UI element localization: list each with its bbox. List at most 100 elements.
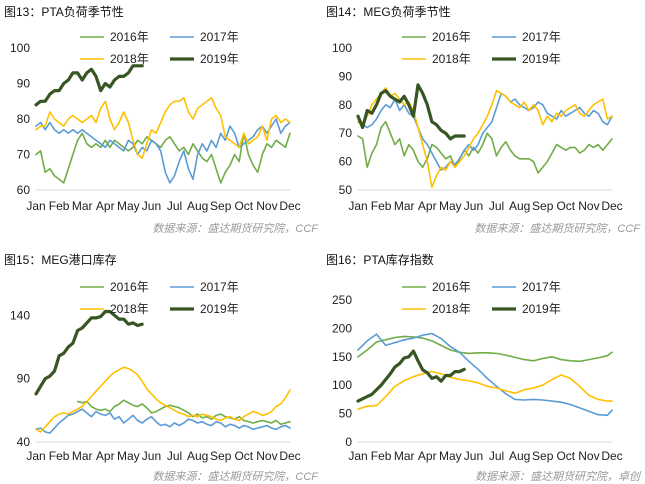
x-tick-label: Jul bbox=[167, 199, 182, 213]
chart-meg-port-inventory-svg: 40 90 140 Jan Feb Mar Apr May Jun Jul Aug Sep Oct Nov… bbox=[10, 280, 301, 463]
legend-label-2019: 2019年 bbox=[200, 52, 239, 66]
legend-label-2018: 2018年 bbox=[432, 52, 471, 66]
x-tick-label: Nov bbox=[256, 199, 277, 213]
x-tick-label: Aug bbox=[187, 449, 208, 463]
y-tick-label: 40 bbox=[17, 435, 31, 449]
legend-label-2016: 2016年 bbox=[432, 280, 471, 294]
chart-source: 数据来源：盛达期货研究院，卓创 bbox=[475, 471, 640, 483]
x-tick-label: Jun bbox=[464, 449, 483, 463]
x-tick-label: Jan bbox=[26, 449, 45, 463]
legend-label-2016: 2016年 bbox=[110, 30, 149, 44]
legend-label-2018: 2018年 bbox=[110, 302, 149, 316]
x-tick-label: Dec bbox=[601, 199, 622, 213]
x-tick-label: Jan bbox=[348, 199, 367, 213]
x-tick-label: Jun bbox=[464, 199, 483, 213]
x-tick-label: Jan bbox=[26, 199, 45, 213]
series-line-2019 bbox=[356, 83, 466, 141]
series-line-2016 bbox=[357, 335, 613, 363]
y-tick-label: 70 bbox=[339, 126, 353, 140]
x-tick-label: Jun bbox=[142, 199, 161, 213]
series-line-2016 bbox=[35, 132, 291, 184]
x-tick-label: Mar bbox=[72, 199, 93, 213]
chart-title: 图13：PTA负荷季节性 bbox=[4, 5, 124, 19]
x-tick-label: Feb bbox=[371, 199, 392, 213]
chart-panel-meg-load: 图14：MEG负荷季节性 50 60 70 80 90 100 Jan Feb Mar Apr Ma… bbox=[322, 0, 644, 242]
x-tick-label: Aug bbox=[509, 199, 530, 213]
series-line-2019 bbox=[34, 64, 144, 107]
y-tick-label: 80 bbox=[17, 112, 31, 126]
series-line-2019 bbox=[34, 309, 144, 396]
x-tick-label: Oct bbox=[234, 449, 253, 463]
x-tick-label: Sep bbox=[210, 449, 232, 463]
chart-panel-pta-load: 图13：PTA负荷季节性 60 70 80 90 100 Jan Feb Mar Apr May J… bbox=[0, 0, 322, 242]
legend-label-2017: 2017年 bbox=[522, 280, 561, 294]
x-tick-label: Feb bbox=[371, 449, 392, 463]
y-tick-label: 60 bbox=[339, 155, 353, 169]
x-tick-label: Sep bbox=[532, 449, 554, 463]
series-line-2018 bbox=[35, 366, 291, 433]
x-tick-label: May bbox=[439, 449, 462, 463]
y-tick-label: 90 bbox=[17, 77, 31, 91]
chart-title: 图16：PTA库存指数 bbox=[326, 253, 434, 267]
series-line-2018 bbox=[35, 96, 291, 159]
y-tick-label: 100 bbox=[332, 41, 352, 55]
legend-label-2019: 2019年 bbox=[200, 302, 239, 316]
x-tick-label: Jul bbox=[489, 199, 504, 213]
legend-label-2018: 2018年 bbox=[432, 302, 471, 316]
x-tick-label: Nov bbox=[578, 449, 599, 463]
series-line-2016 bbox=[76, 399, 291, 426]
x-tick-label: Aug bbox=[187, 199, 208, 213]
x-tick-label: Dec bbox=[601, 449, 622, 463]
y-tick-label: 60 bbox=[17, 183, 31, 197]
x-tick-label: Nov bbox=[256, 449, 277, 463]
x-tick-label: May bbox=[439, 199, 462, 213]
legend-label-2019: 2019年 bbox=[522, 52, 561, 66]
x-tick-label: Sep bbox=[532, 199, 554, 213]
x-tick-label: Oct bbox=[234, 199, 253, 213]
x-tick-label: Apr bbox=[96, 199, 115, 213]
legend-label-2019: 2019年 bbox=[522, 302, 561, 316]
y-tick-label: 200 bbox=[332, 321, 352, 335]
x-tick-label: Jul bbox=[167, 449, 182, 463]
x-tick-label: Jul bbox=[489, 449, 504, 463]
legend-label-2017: 2017年 bbox=[200, 280, 239, 294]
x-tick-label: Feb bbox=[49, 199, 70, 213]
y-tick-label: 0 bbox=[345, 435, 352, 449]
x-tick-label: May bbox=[117, 449, 140, 463]
x-tick-label: Dec bbox=[279, 199, 300, 213]
x-tick-label: Mar bbox=[394, 199, 415, 213]
x-tick-label: Apr bbox=[418, 449, 437, 463]
x-tick-label: Jan bbox=[348, 449, 367, 463]
chart-source: 数据来源：盛达期货研究院，CCF bbox=[474, 223, 640, 235]
x-tick-label: Dec bbox=[279, 449, 300, 463]
x-tick-label: Apr bbox=[418, 199, 437, 213]
y-tick-label: 50 bbox=[339, 183, 353, 197]
chart-title: 图15：MEG港口库存 bbox=[4, 253, 117, 267]
legend-label-2016: 2016年 bbox=[110, 280, 149, 294]
x-tick-label: May bbox=[117, 199, 140, 213]
y-tick-label: 100 bbox=[10, 41, 30, 55]
y-tick-label: 80 bbox=[339, 98, 353, 112]
chart-title: 图14：MEG负荷季节性 bbox=[326, 5, 451, 19]
legend-label-2017: 2017年 bbox=[200, 30, 239, 44]
legend-label-2017: 2017年 bbox=[522, 30, 561, 44]
chart-panel-pta-inventory-index: 图16：PTA库存指数 0 50 100 150 200 250 Jan Feb Mar Apr M… bbox=[322, 242, 644, 484]
y-tick-label: 90 bbox=[339, 69, 353, 83]
chart-meg-load-svg: 50 60 70 80 90 100 Jan Feb Mar Apr May Jun Jul Aug Sep… bbox=[332, 30, 623, 213]
series-line-2017 bbox=[357, 332, 613, 417]
x-tick-label: Mar bbox=[394, 449, 415, 463]
chart-source: 数据来源：盛达期货研究院，CCF bbox=[152, 471, 318, 483]
series-line-2018 bbox=[357, 370, 613, 410]
chart-pta-load-svg: 60 70 80 90 100 Jan Feb Mar Apr May Jun Jul Aug Sep Oc… bbox=[10, 30, 301, 213]
x-tick-label: Nov bbox=[578, 199, 599, 213]
x-tick-label: Oct bbox=[556, 199, 575, 213]
y-tick-label: 150 bbox=[332, 350, 352, 364]
y-tick-label: 90 bbox=[17, 372, 31, 386]
chart-source: 数据来源：盛达期货研究院，CCF bbox=[152, 223, 318, 235]
y-tick-label: 50 bbox=[339, 407, 353, 421]
legend-label-2016: 2016年 bbox=[432, 30, 471, 44]
x-tick-label: Sep bbox=[210, 199, 232, 213]
x-tick-label: Oct bbox=[556, 449, 575, 463]
legend-label-2018: 2018年 bbox=[110, 52, 149, 66]
series-line-2017 bbox=[35, 408, 291, 434]
